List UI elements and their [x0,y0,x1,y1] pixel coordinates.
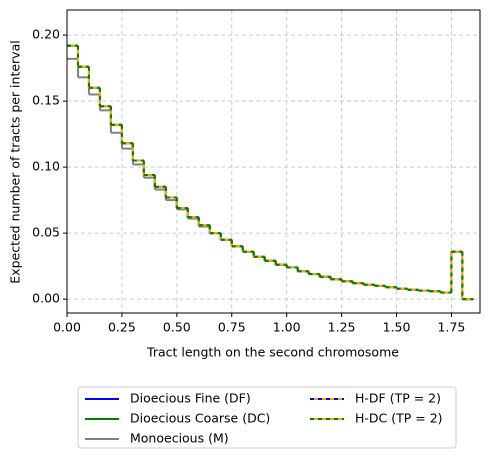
legend-label: Dioecious Coarse (DC) [130,411,270,426]
legend-label: H-DF (TP = 2) [355,391,441,406]
plot-frame [66,9,481,314]
x-tick-label: 1.50 [383,320,411,335]
x-tick-label: 0.50 [163,320,191,335]
x-tick-label: 1.25 [328,320,356,335]
y-tick-label: 0.20 [32,27,60,42]
y-tick-label: 0.00 [32,291,60,306]
y-tick-label: 0.10 [32,159,60,174]
x-tick-label: 0.00 [53,320,81,335]
legend-box [77,386,457,449]
x-tick-label: 1.00 [273,320,301,335]
x-tick-label: 0.75 [218,320,246,335]
x-axis-label: Tract length on the second chromosome [146,345,399,360]
legend-label: Monoecious (M) [130,431,229,446]
legend-label: H-DC (TP = 2) [355,411,443,426]
x-tick-label: 1.75 [438,320,466,335]
y-tick-label: 0.15 [32,93,60,108]
y-axis-label: Expected number of tracts per interval [8,40,23,283]
legend-label: Dioecious Fine (DF) [130,391,251,406]
x-tick-label: 0.25 [108,320,136,335]
plot-area [67,44,474,301]
y-tick-label: 0.05 [32,225,60,240]
